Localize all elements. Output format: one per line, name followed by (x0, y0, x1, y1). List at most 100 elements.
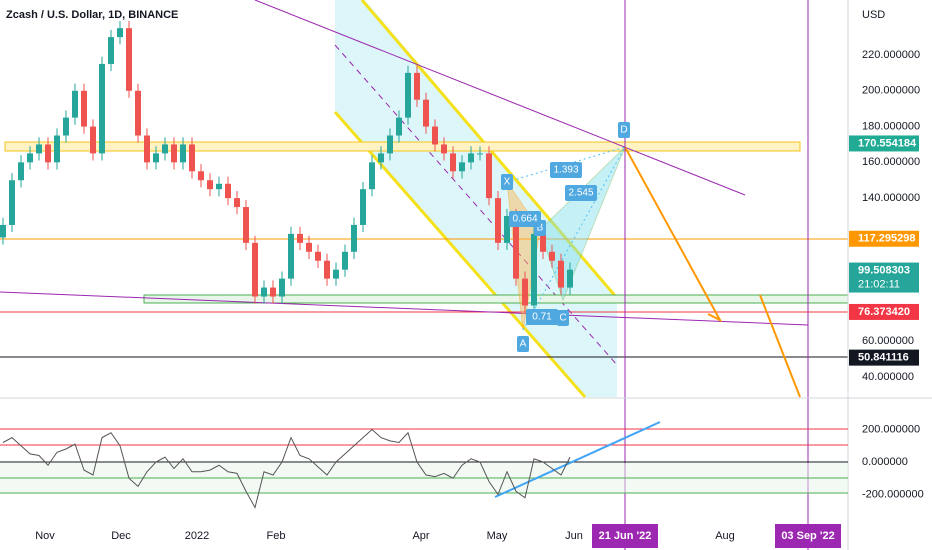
candle (216, 183, 222, 190)
arrow (759, 294, 801, 398)
price-tick: 200.000000 (862, 85, 920, 97)
price-tag-label: 117.295298 (858, 233, 916, 245)
date-tag-label: 03 Sep '22 (781, 530, 834, 542)
candle (189, 144, 195, 172)
candle (369, 162, 375, 190)
candle (297, 233, 303, 243)
candle (423, 99, 429, 127)
time-label: Dec (111, 530, 131, 542)
pattern-ratio-label: 2.545 (568, 188, 593, 199)
candle (324, 260, 330, 279)
candle (81, 90, 87, 127)
channel-line (333, 111, 587, 398)
price-tick: 140.000000 (862, 192, 920, 204)
currency: USD (862, 9, 885, 21)
price-tag (849, 303, 919, 320)
price-tick: 160.000000 (862, 156, 920, 168)
candle (459, 162, 465, 172)
pattern-point (501, 174, 513, 190)
candle (288, 233, 294, 279)
pattern-point (618, 122, 630, 138)
candle (279, 278, 285, 297)
candle (243, 207, 249, 243)
price-tag (849, 262, 919, 293)
candle (0, 224, 6, 238)
price-tick: 60.000000 (862, 335, 914, 347)
candle (396, 117, 402, 136)
candle (198, 171, 204, 181)
candle (504, 216, 510, 243)
candle (567, 269, 573, 288)
candle (207, 180, 213, 190)
candle (351, 224, 357, 252)
candle (261, 287, 267, 297)
candle (162, 144, 168, 154)
candle (540, 233, 546, 252)
pattern-point-label: X (504, 177, 511, 188)
candle (486, 153, 492, 199)
candle (531, 233, 537, 306)
candle (495, 198, 501, 243)
trend-line (254, 0, 746, 196)
pattern-point-label: D (620, 125, 627, 136)
candle (306, 242, 312, 252)
candle (234, 198, 240, 208)
price-tag-label: 76.373420 (858, 306, 910, 318)
pattern-ratio-label: 0.71 (532, 312, 552, 323)
price-tag (849, 349, 919, 366)
time-label: Feb (267, 530, 286, 542)
candle (144, 135, 150, 163)
date-tag (592, 524, 658, 548)
candle (558, 260, 564, 288)
time-label: Apr (412, 530, 429, 542)
date-tag-label: 21 Jun '22 (599, 530, 652, 542)
time-label: 2022 (185, 530, 209, 542)
price-tag-label: 50.841116 (858, 352, 909, 364)
candle (414, 72, 420, 100)
pattern-point-label: C (559, 313, 566, 324)
pattern-ratio (526, 309, 558, 325)
price-tick: 40.000000 (862, 371, 914, 383)
candle (126, 28, 132, 91)
time-label: Jun (565, 530, 583, 542)
candle (360, 189, 366, 225)
trend-line (0, 291, 809, 326)
candle (9, 180, 15, 225)
candle (54, 135, 60, 163)
candle (108, 37, 114, 64)
pattern-point-label: B (537, 223, 544, 234)
pattern-point-label: A (520, 339, 527, 350)
candle (441, 144, 447, 154)
candle (72, 90, 78, 118)
candle (45, 144, 51, 163)
candle (225, 183, 231, 199)
pattern-point (517, 336, 529, 352)
pattern-ratio (550, 162, 582, 178)
candle (450, 153, 456, 172)
candle (180, 144, 186, 163)
candle (315, 251, 321, 261)
pattern-ratio-label: 0.664 (512, 214, 537, 225)
time-label: Aug (715, 530, 735, 542)
countdown: 21:02:11 (858, 278, 900, 290)
pattern-point (557, 310, 569, 326)
cci-tick: -200.000000 (862, 488, 924, 500)
pattern-ratio (509, 211, 541, 227)
cci-trend (494, 421, 661, 498)
candle (342, 251, 348, 270)
candle (270, 287, 276, 297)
candle (153, 153, 159, 163)
candle (252, 242, 258, 297)
title: Zcash / U.S. Dollar, 1D, BINANCE (6, 9, 178, 21)
candle (522, 278, 528, 306)
price-tag-label: 99.508303 (858, 264, 910, 276)
candle (333, 269, 339, 279)
price-tick: 220.000000 (862, 49, 920, 61)
candle (135, 90, 141, 136)
candle (387, 135, 393, 154)
candle (27, 153, 33, 163)
zone (4, 141, 801, 152)
